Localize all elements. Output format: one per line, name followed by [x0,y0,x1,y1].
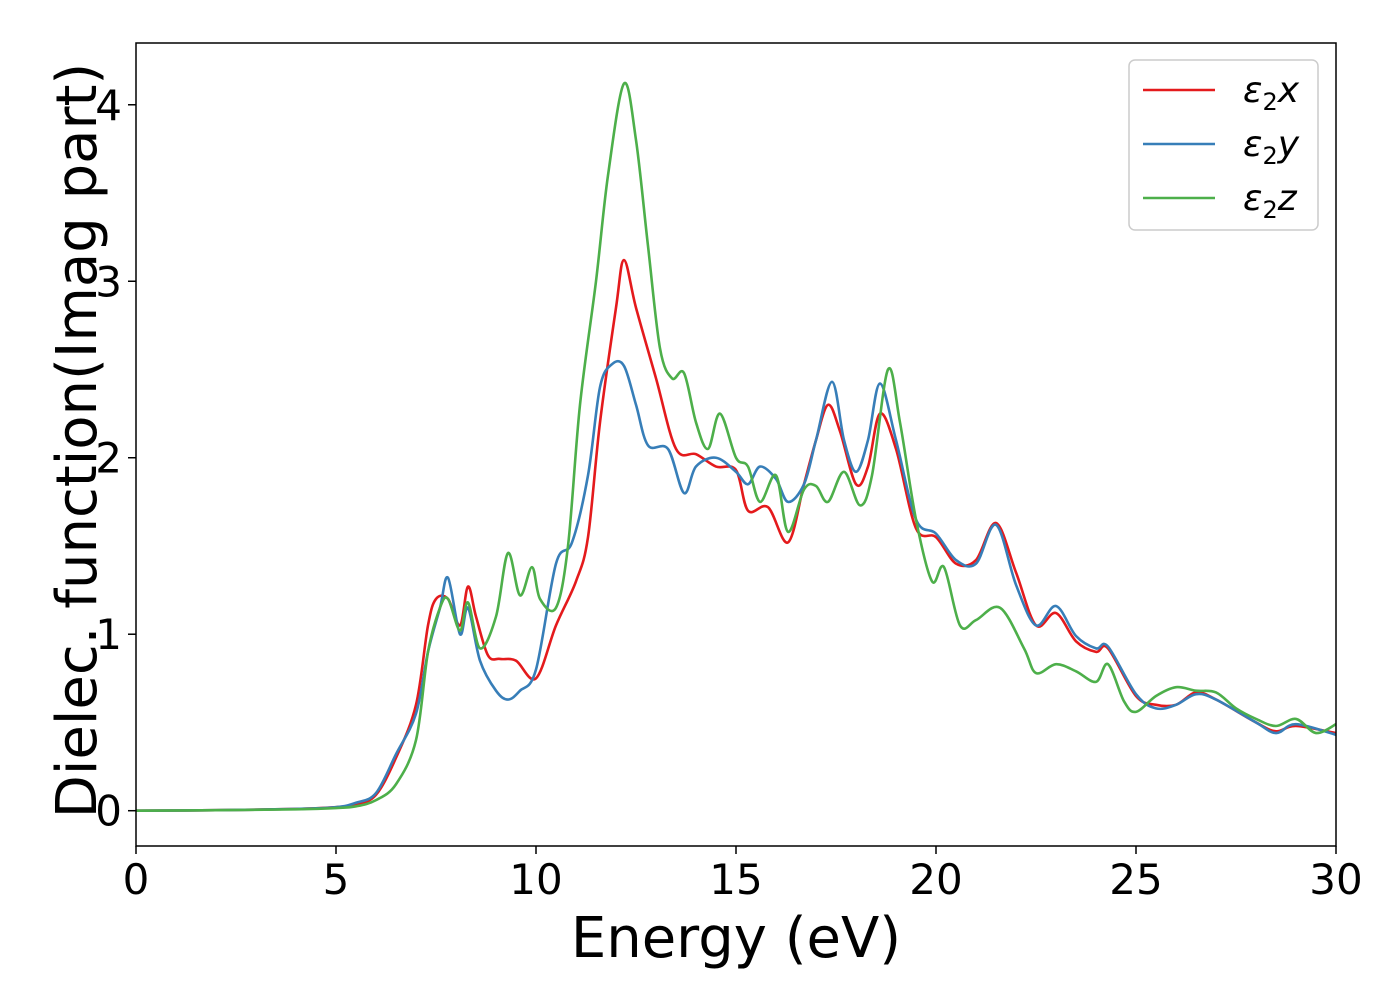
tick-layer: 0 5 10 15 20 25 30 0 1 2 3 4 [95,81,1362,904]
x-tick-label: 15 [709,855,762,904]
x-tick-label: 20 [909,855,962,904]
y-tick-label: 0 [95,787,122,836]
legend-label-x: ε2x [1243,70,1300,116]
x-tick-label: 0 [123,855,150,904]
x-tick-label: 10 [509,855,562,904]
legend-box [1128,59,1319,231]
y-tick-label: 2 [95,434,122,483]
legend-label-y: ε2y [1243,124,1300,170]
x-tick-label: 25 [1109,855,1162,904]
y-tick-label: 3 [95,257,122,306]
y-axis-title: Dielec. function(Imag part) [45,63,110,819]
x-tick-label: 5 [323,855,350,904]
series-line-y [136,359,1336,812]
legend: ε2x ε2y ε2z [1128,59,1319,231]
y-tick-label: 4 [95,81,122,130]
y-tick-label: 1 [95,610,122,659]
x-tick-label: 30 [1309,855,1362,904]
x-axis-title: Energy (eV) [571,906,901,971]
legend-label-z: ε2z [1243,178,1298,224]
series-line-z [136,81,1336,812]
series-layer [136,81,1336,812]
